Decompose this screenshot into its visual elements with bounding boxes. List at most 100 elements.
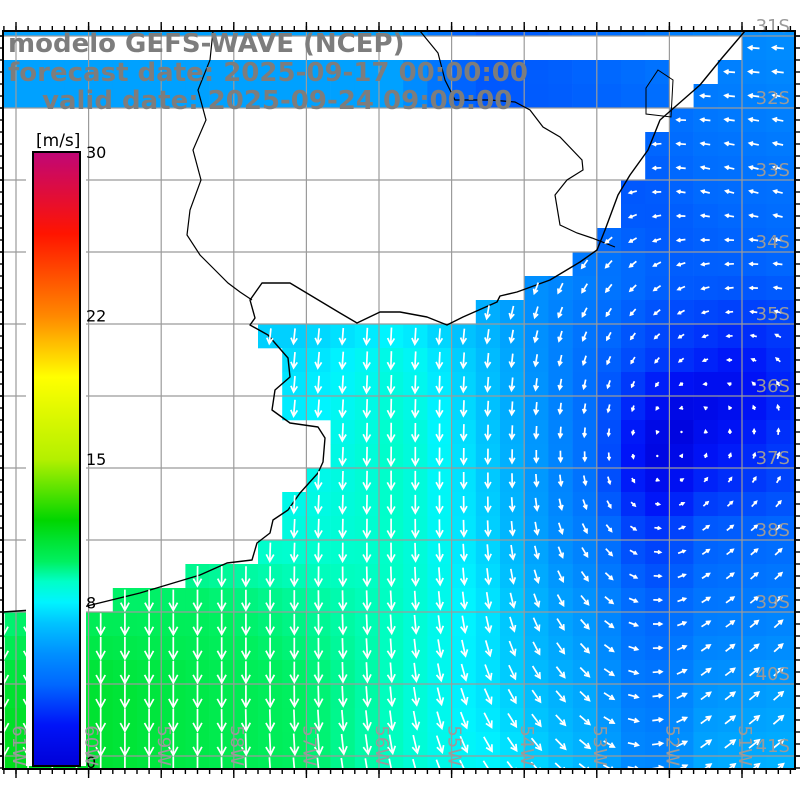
wind-speed-cell [790, 756, 795, 769]
wind-arrow [459, 711, 469, 730]
wind-arrow [459, 519, 468, 538]
longitude-label: 59W [153, 725, 174, 766]
latitude-label: 36S [756, 376, 790, 397]
wind-arrow [724, 285, 734, 291]
wind-arrow [603, 668, 616, 677]
wind-arrow [289, 495, 299, 515]
wind-arrow [628, 597, 639, 603]
wind-arrow [265, 613, 275, 637]
wind-arrow [630, 380, 636, 389]
wind-arrow [700, 715, 713, 725]
wind-arrow [484, 448, 492, 466]
wind-arrow [532, 641, 541, 656]
wind-arrow [508, 544, 516, 561]
wind-arrow [95, 637, 106, 661]
wind-speed-cell [379, 31, 404, 37]
wind-arrow [533, 497, 540, 512]
wind-arrow [168, 589, 179, 613]
wind-arrow [508, 664, 517, 681]
wind-arrow [459, 543, 468, 562]
wind-arrow [459, 735, 469, 754]
wind-arrow [338, 542, 348, 564]
wind-arrow [676, 309, 685, 315]
wind-arrow [532, 354, 540, 368]
wind-arrow [771, 116, 784, 123]
wind-arrow [531, 665, 541, 680]
coastline [2, 30, 746, 613]
wind-arrow [724, 691, 737, 701]
wind-speed-cell [621, 60, 646, 85]
wind-arrow [410, 566, 420, 587]
wind-arrow [651, 165, 662, 171]
wind-arrow [630, 501, 637, 508]
wind-arrow [435, 615, 445, 635]
wind-arrow [386, 422, 396, 444]
wind-speed-cell [645, 31, 670, 37]
wind-arrow [604, 572, 614, 581]
wind-arrow [508, 401, 516, 417]
wind-speed-cell [790, 252, 795, 277]
latitude-label: 34S [756, 232, 790, 253]
wind-speed-cell [790, 276, 795, 301]
wind-arrow [679, 453, 684, 458]
wind-arrow [313, 637, 324, 660]
wind-arrow [748, 237, 759, 243]
wind-arrow [558, 498, 564, 512]
wind-arrow [216, 613, 227, 637]
wind-speed-cell [427, 31, 452, 37]
wind-speed-cell [596, 756, 622, 769]
wind-arrow [725, 619, 736, 628]
longitude-label: 61W [8, 725, 29, 766]
wind-speed-cell [645, 60, 670, 85]
wind-speed-cell [790, 516, 795, 541]
wind-arrow [579, 690, 591, 702]
wind-arrow [338, 733, 348, 756]
wind-arrow [652, 285, 662, 292]
wind-arrow [776, 427, 781, 435]
wind-arrow [265, 637, 276, 661]
forecast-date-label: forecast date: 2025-09-17 00:00:00 [8, 58, 528, 88]
wind-arrow [313, 566, 324, 588]
wind-arrow [776, 403, 781, 411]
wind-arrow [362, 470, 372, 491]
wind-arrow [338, 566, 348, 588]
wind-arrow [338, 661, 348, 684]
wind-speed-cell [572, 60, 598, 85]
wind-speed-cell [451, 84, 477, 109]
wind-arrow [460, 615, 469, 635]
wind-arrow [435, 639, 445, 659]
wind-arrow [556, 642, 566, 655]
wind-arrow [338, 494, 348, 515]
wind-arrow [752, 451, 757, 459]
wind-speed-cell [524, 31, 549, 37]
latitude-label: 39S [756, 592, 790, 613]
wind-arrow [95, 732, 107, 758]
calm-wind-dot [656, 454, 659, 458]
wind-speed-cell [524, 84, 549, 109]
wind-arrow [362, 638, 372, 660]
wind-speed-cell [3, 756, 17, 769]
wind-arrow [290, 328, 298, 346]
wind-arrow [675, 165, 686, 171]
longitude-label: 54W [516, 725, 537, 766]
wind-speed-cell [790, 156, 795, 181]
wind-arrow [533, 378, 540, 392]
wind-arrow [338, 351, 347, 371]
wind-arrow [216, 685, 227, 709]
wind-arrow [604, 596, 615, 605]
wind-arrow [700, 286, 710, 291]
wind-arrow [655, 430, 660, 435]
wind-arrow [530, 737, 543, 752]
wind-arrow [699, 189, 711, 195]
wind-speed-cell [790, 180, 795, 205]
wind-arrow [168, 684, 179, 709]
wind-arrow [411, 590, 420, 611]
wind-speed-cell [233, 31, 259, 37]
wind-arrow [554, 738, 567, 751]
wind-arrow [95, 660, 107, 686]
wind-speed-cell [40, 31, 65, 37]
wind-arrow [578, 739, 592, 750]
wind-arrow [677, 597, 688, 603]
wind-arrow [484, 400, 492, 417]
